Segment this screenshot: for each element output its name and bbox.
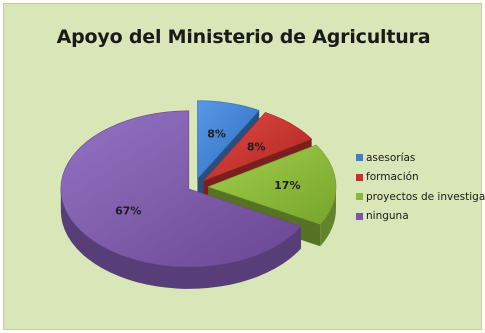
chart-legend: asesorías formación proyectos de investi… <box>356 148 485 226</box>
legend-item-proyectos: proyectos de investigación <box>356 187 485 207</box>
legend-label-ninguna: ninguna <box>366 210 409 223</box>
data-label-formacion: 8% <box>247 141 266 154</box>
chart-area: Apoyo del Ministerio de Agricultura 8% 8%… <box>3 3 485 330</box>
legend-item-formacion: formación <box>356 168 485 188</box>
legend-label-asesorias: asesorías <box>366 151 416 164</box>
pie-chart: 8% 8% 17% 67% <box>60 100 337 289</box>
legend-label-formacion: formación <box>366 171 419 184</box>
legend-item-asesorias: asesorías <box>356 148 485 168</box>
legend-swatch-ninguna <box>356 212 363 220</box>
legend-label-proyectos: proyectos de investigación <box>366 190 485 203</box>
legend-item-ninguna: ninguna <box>356 207 485 227</box>
legend-swatch-proyectos <box>356 193 363 201</box>
data-label-asesorias: 8% <box>207 127 226 140</box>
data-label-ninguna: 67% <box>115 205 141 218</box>
legend-swatch-asesorias <box>356 154 363 162</box>
data-label-proyectos: 17% <box>274 179 300 192</box>
legend-swatch-formacion <box>356 173 363 181</box>
pie-slice-ninguna <box>60 110 302 289</box>
chart-title: Apoyo del Ministerio de Agricultura <box>56 26 431 48</box>
